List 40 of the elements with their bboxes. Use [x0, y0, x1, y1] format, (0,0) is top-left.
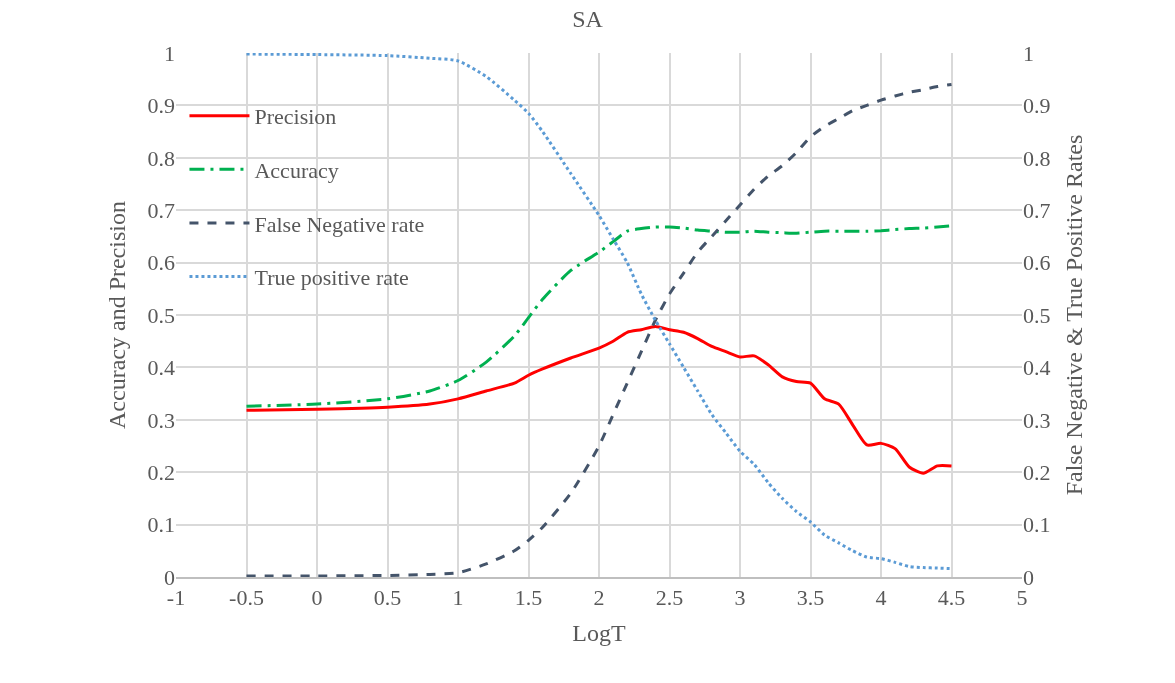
y2-tick-label: 0.7 [1023, 197, 1051, 223]
y-tick-label: 1 [164, 40, 175, 66]
y-tick-label: 0.7 [147, 197, 175, 223]
y-tick-label: 0.2 [147, 459, 175, 485]
y-tick-label: 0.4 [147, 355, 175, 381]
y2-tick-label: 0.6 [1023, 250, 1051, 276]
y2-tick-label: 0.2 [1023, 459, 1051, 485]
x-tick-label: 4.5 [937, 585, 966, 611]
y2-tick-label: 0.3 [1023, 407, 1051, 433]
legend-label: False Negative rate [254, 211, 425, 237]
y2-tick-label: 1 [1023, 40, 1034, 66]
y2-tick-label: 0.4 [1023, 355, 1051, 381]
y2-tick-label: 0.1 [1023, 512, 1051, 538]
y-axis-title: Accuracy and Precision [103, 201, 130, 429]
x-tick-label: 2 [593, 585, 605, 611]
x-tick-label: -0.5 [229, 585, 264, 611]
x-axis-title: LogT [572, 619, 626, 646]
x-tick-label: 2.5 [655, 585, 684, 611]
x-tick-label: 0 [311, 585, 323, 611]
y-tick-label: 0.3 [147, 407, 175, 433]
y-tick-label: 0.5 [147, 302, 175, 328]
x-tick-label: 3.5 [796, 585, 825, 611]
x-tick-label: 3 [734, 585, 746, 611]
legend-label: True positive rate [254, 265, 409, 291]
x-tick-label: 1.5 [514, 585, 543, 611]
y-tick-label: 0.1 [147, 512, 175, 538]
x-tick-label: 4 [875, 585, 887, 611]
x-tick-label: 0.5 [373, 585, 402, 611]
y2-tick-label: 0.8 [1023, 145, 1051, 171]
y2-axis-title: False Negative & True Positive Rates [1060, 134, 1087, 496]
y2-tick-label: 0.9 [1023, 93, 1051, 119]
legend-label: Accuracy [254, 157, 339, 183]
y-tick-label: 0.8 [147, 145, 175, 171]
line-series [245, 325, 953, 475]
y2-tick-label: 0.5 [1023, 302, 1051, 328]
y-tick-label: 0.9 [147, 93, 175, 119]
y-tick-label: 0.6 [147, 250, 175, 276]
chart-title: SA [572, 6, 604, 33]
legend-label: Precision [254, 104, 337, 130]
x-tick-label: 1 [452, 585, 464, 611]
